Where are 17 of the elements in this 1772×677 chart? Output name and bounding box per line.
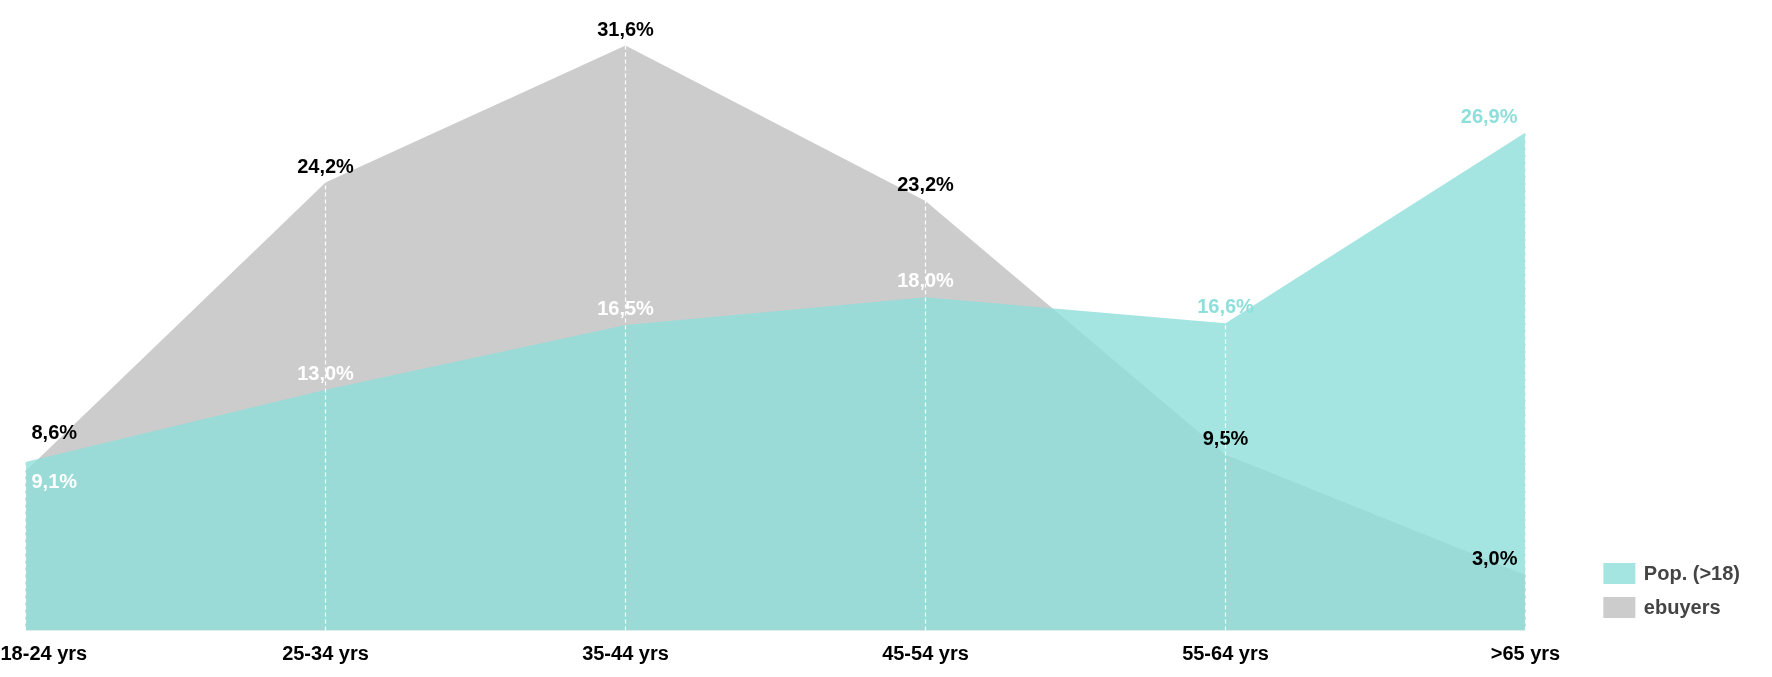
data-label: 26,9% — [1460, 104, 1518, 127]
data-label: 24,2% — [297, 154, 355, 177]
x-tick-label: 18-24 yrs — [0, 641, 88, 664]
legend-label: Pop. (>18) — [1643, 561, 1740, 585]
data-label: 23,2% — [897, 173, 955, 196]
x-tick-label: 55-64 yrs — [1182, 641, 1269, 664]
data-label: 31,6% — [597, 17, 655, 40]
x-tick-label: >65 yrs — [1490, 641, 1561, 664]
x-tick-label: 35-44 yrs — [582, 641, 669, 664]
data-label: 9,5% — [1202, 426, 1249, 449]
data-label: 3,0% — [1471, 546, 1518, 569]
x-tick-label: 25-34 yrs — [282, 641, 369, 664]
legend-label: ebuyers — [1643, 595, 1721, 619]
data-label: 8,6% — [31, 421, 78, 444]
data-label: 16,6% — [1197, 295, 1255, 318]
data-label: 9,1% — [31, 470, 78, 493]
x-tick-label: 45-54 yrs — [882, 641, 969, 664]
